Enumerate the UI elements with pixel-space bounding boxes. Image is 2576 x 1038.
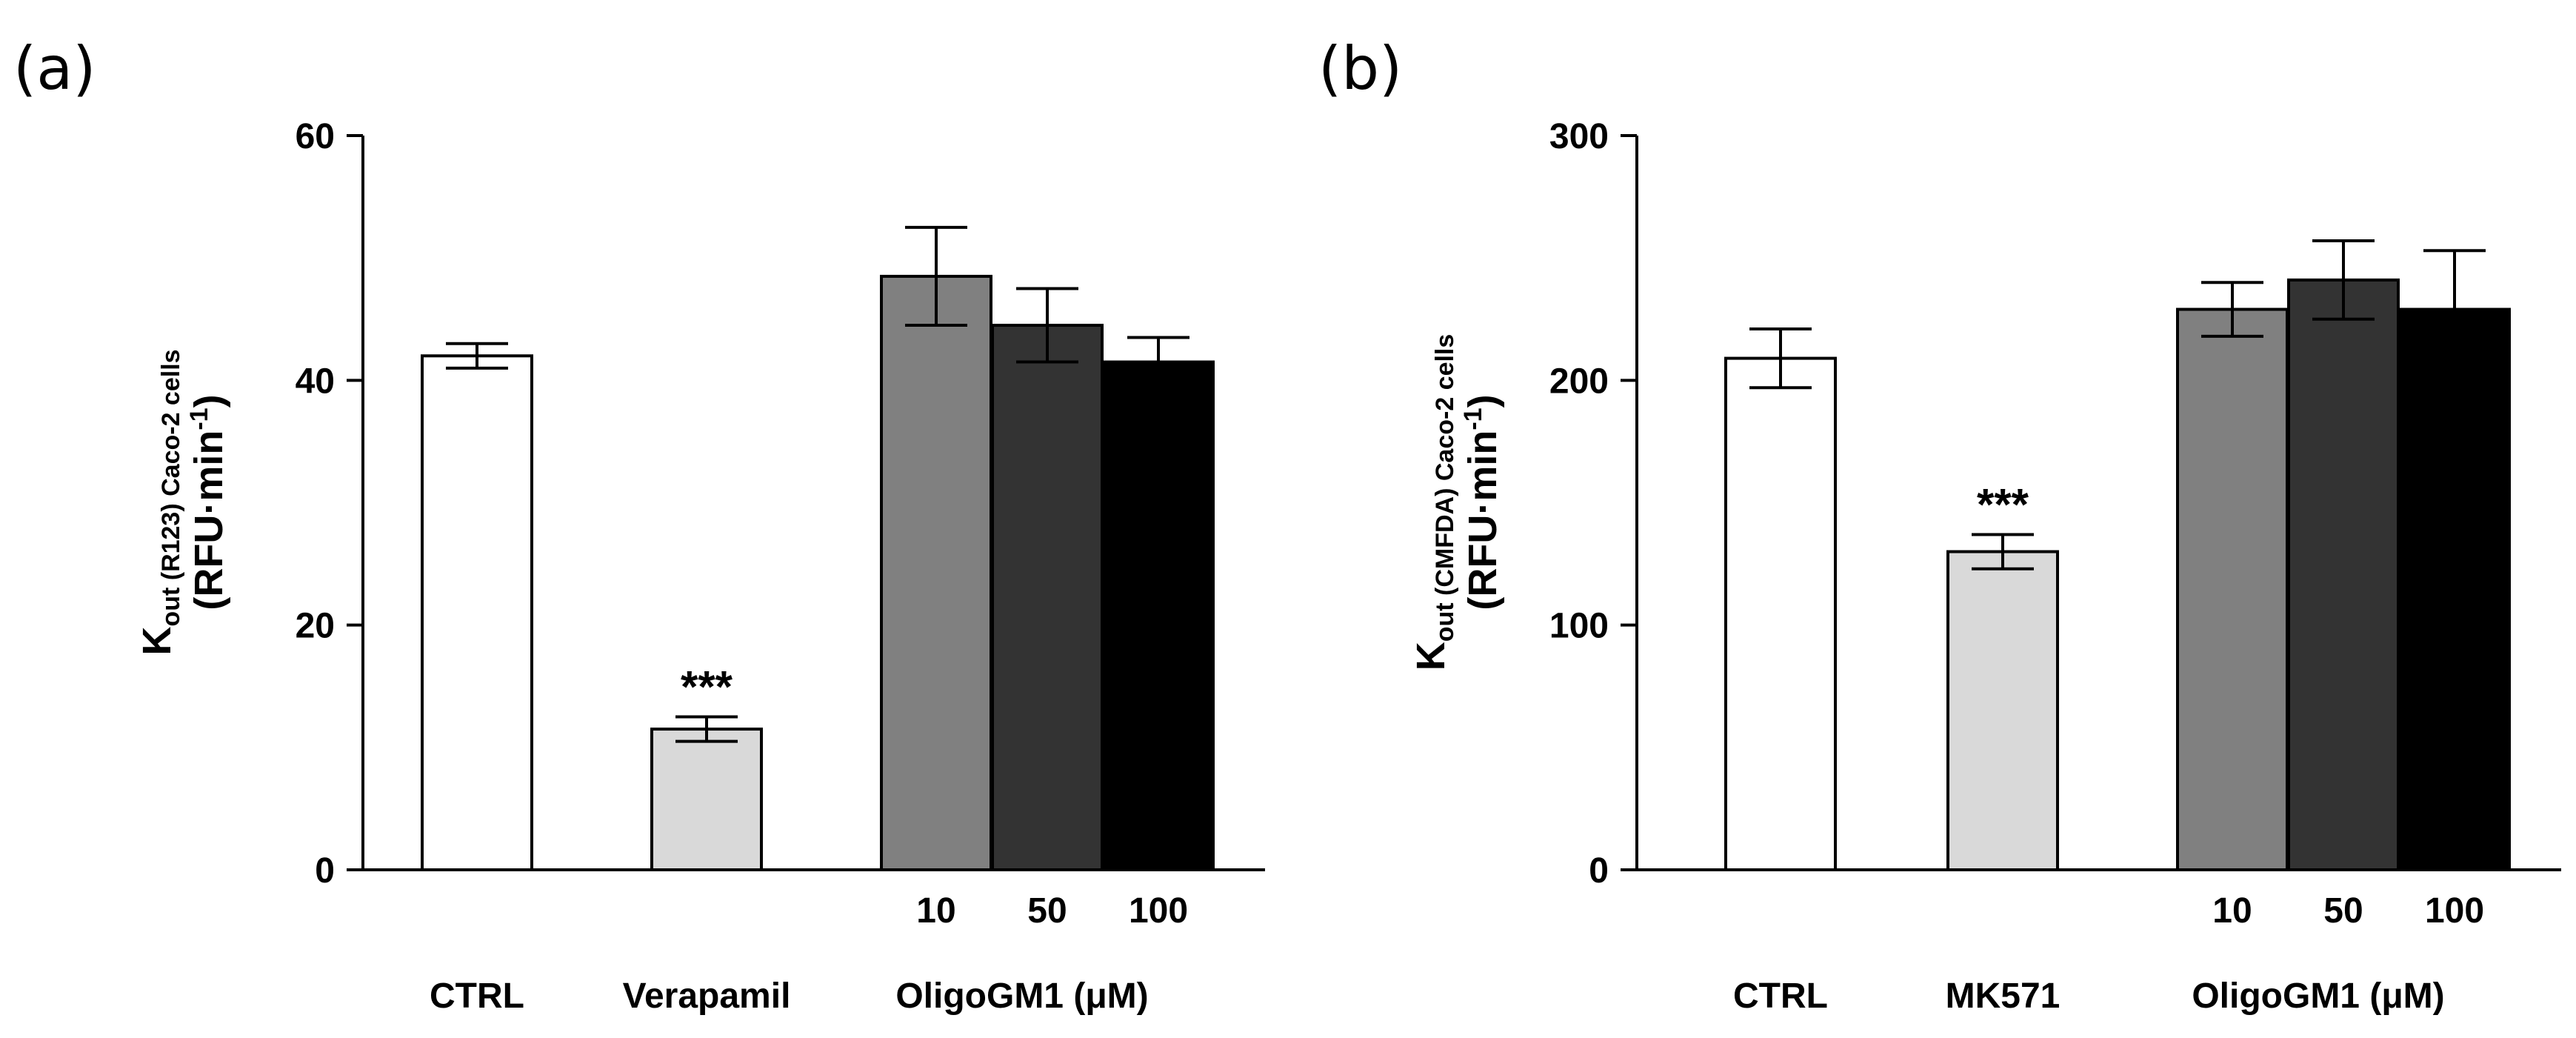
y-unit-text: (RFU·min — [187, 430, 231, 611]
x-dose-label: 100 — [2425, 891, 2484, 931]
y-label-sub: out (CMFDA) Caco-2 cells — [1431, 334, 1459, 642]
bar-100 — [2398, 307, 2511, 871]
x-dose-label: 10 — [916, 891, 955, 931]
significance-annotation: *** — [681, 662, 733, 712]
x-dose-label: 10 — [2212, 891, 2252, 931]
y-label-main: K — [1409, 642, 1453, 671]
y-axis-unit: (RFU·min-1) — [185, 394, 231, 610]
chart-panel-a: (a) 0 20 40 60 Kout (R123) Caco-2 cells (RFU·m… — [13, 34, 1265, 1016]
chart-panel-b: (b) 0 100 200 300 Kout (CMFDA) Caco-2 cells (R… — [1318, 34, 2561, 1016]
x-category-label: CTRL — [1733, 977, 1828, 1016]
y-unit-text: (RFU·min — [1461, 430, 1505, 611]
panel-label: (a) — [13, 34, 96, 103]
y-label-sub: out (R123) Caco-2 cells — [157, 349, 185, 626]
x-group-label: OligoGM1 (μM) — [895, 977, 1148, 1016]
bar-10 — [2176, 307, 2289, 871]
y-axis-label: Kout (CMFDA) Caco-2 cells — [1409, 334, 1459, 671]
y-tick-label: 60 — [296, 117, 335, 156]
y-tick-label: 0 — [1589, 851, 1609, 891]
x-dose-label: 100 — [1129, 891, 1188, 931]
panel-label: (b) — [1318, 34, 1402, 103]
x-group-label: OligoGM1 (μM) — [2192, 977, 2444, 1016]
x-category-label: Verapamil — [623, 977, 791, 1016]
bar-100 — [1102, 360, 1215, 871]
y-tick-label: 200 — [1549, 362, 1609, 401]
y-tick-label: 40 — [296, 362, 335, 401]
bar-10 — [880, 274, 992, 872]
x-dose-label: 50 — [2323, 891, 2363, 931]
y-label-main: K — [135, 627, 179, 656]
y-tick-label: 0 — [315, 851, 335, 891]
significance-annotation: *** — [1977, 479, 2029, 529]
bar-mk571 — [1946, 550, 2059, 871]
y-unit-sup: -1 — [185, 407, 213, 430]
bar-50 — [991, 324, 1104, 871]
y-axis-label: Kout (R123) Caco-2 cells — [135, 349, 185, 655]
x-category-label: MK571 — [1946, 977, 2061, 1016]
bar-verapamil — [650, 728, 763, 872]
y-unit-close: ) — [1461, 394, 1505, 407]
x-category-label: CTRL — [430, 977, 524, 1016]
y-tick-label: 300 — [1549, 117, 1609, 156]
y-unit-close: ) — [187, 394, 231, 407]
y-unit-sup: -1 — [1459, 407, 1487, 430]
y-tick-label: 100 — [1549, 607, 1609, 646]
y-tick-label: 20 — [296, 607, 335, 646]
bar-ctrl — [421, 354, 533, 871]
y-axis-unit: (RFU·min-1) — [1459, 394, 1505, 610]
bar-50 — [2287, 278, 2400, 871]
bar-ctrl — [1724, 356, 1837, 871]
x-dose-label: 50 — [1027, 891, 1067, 931]
